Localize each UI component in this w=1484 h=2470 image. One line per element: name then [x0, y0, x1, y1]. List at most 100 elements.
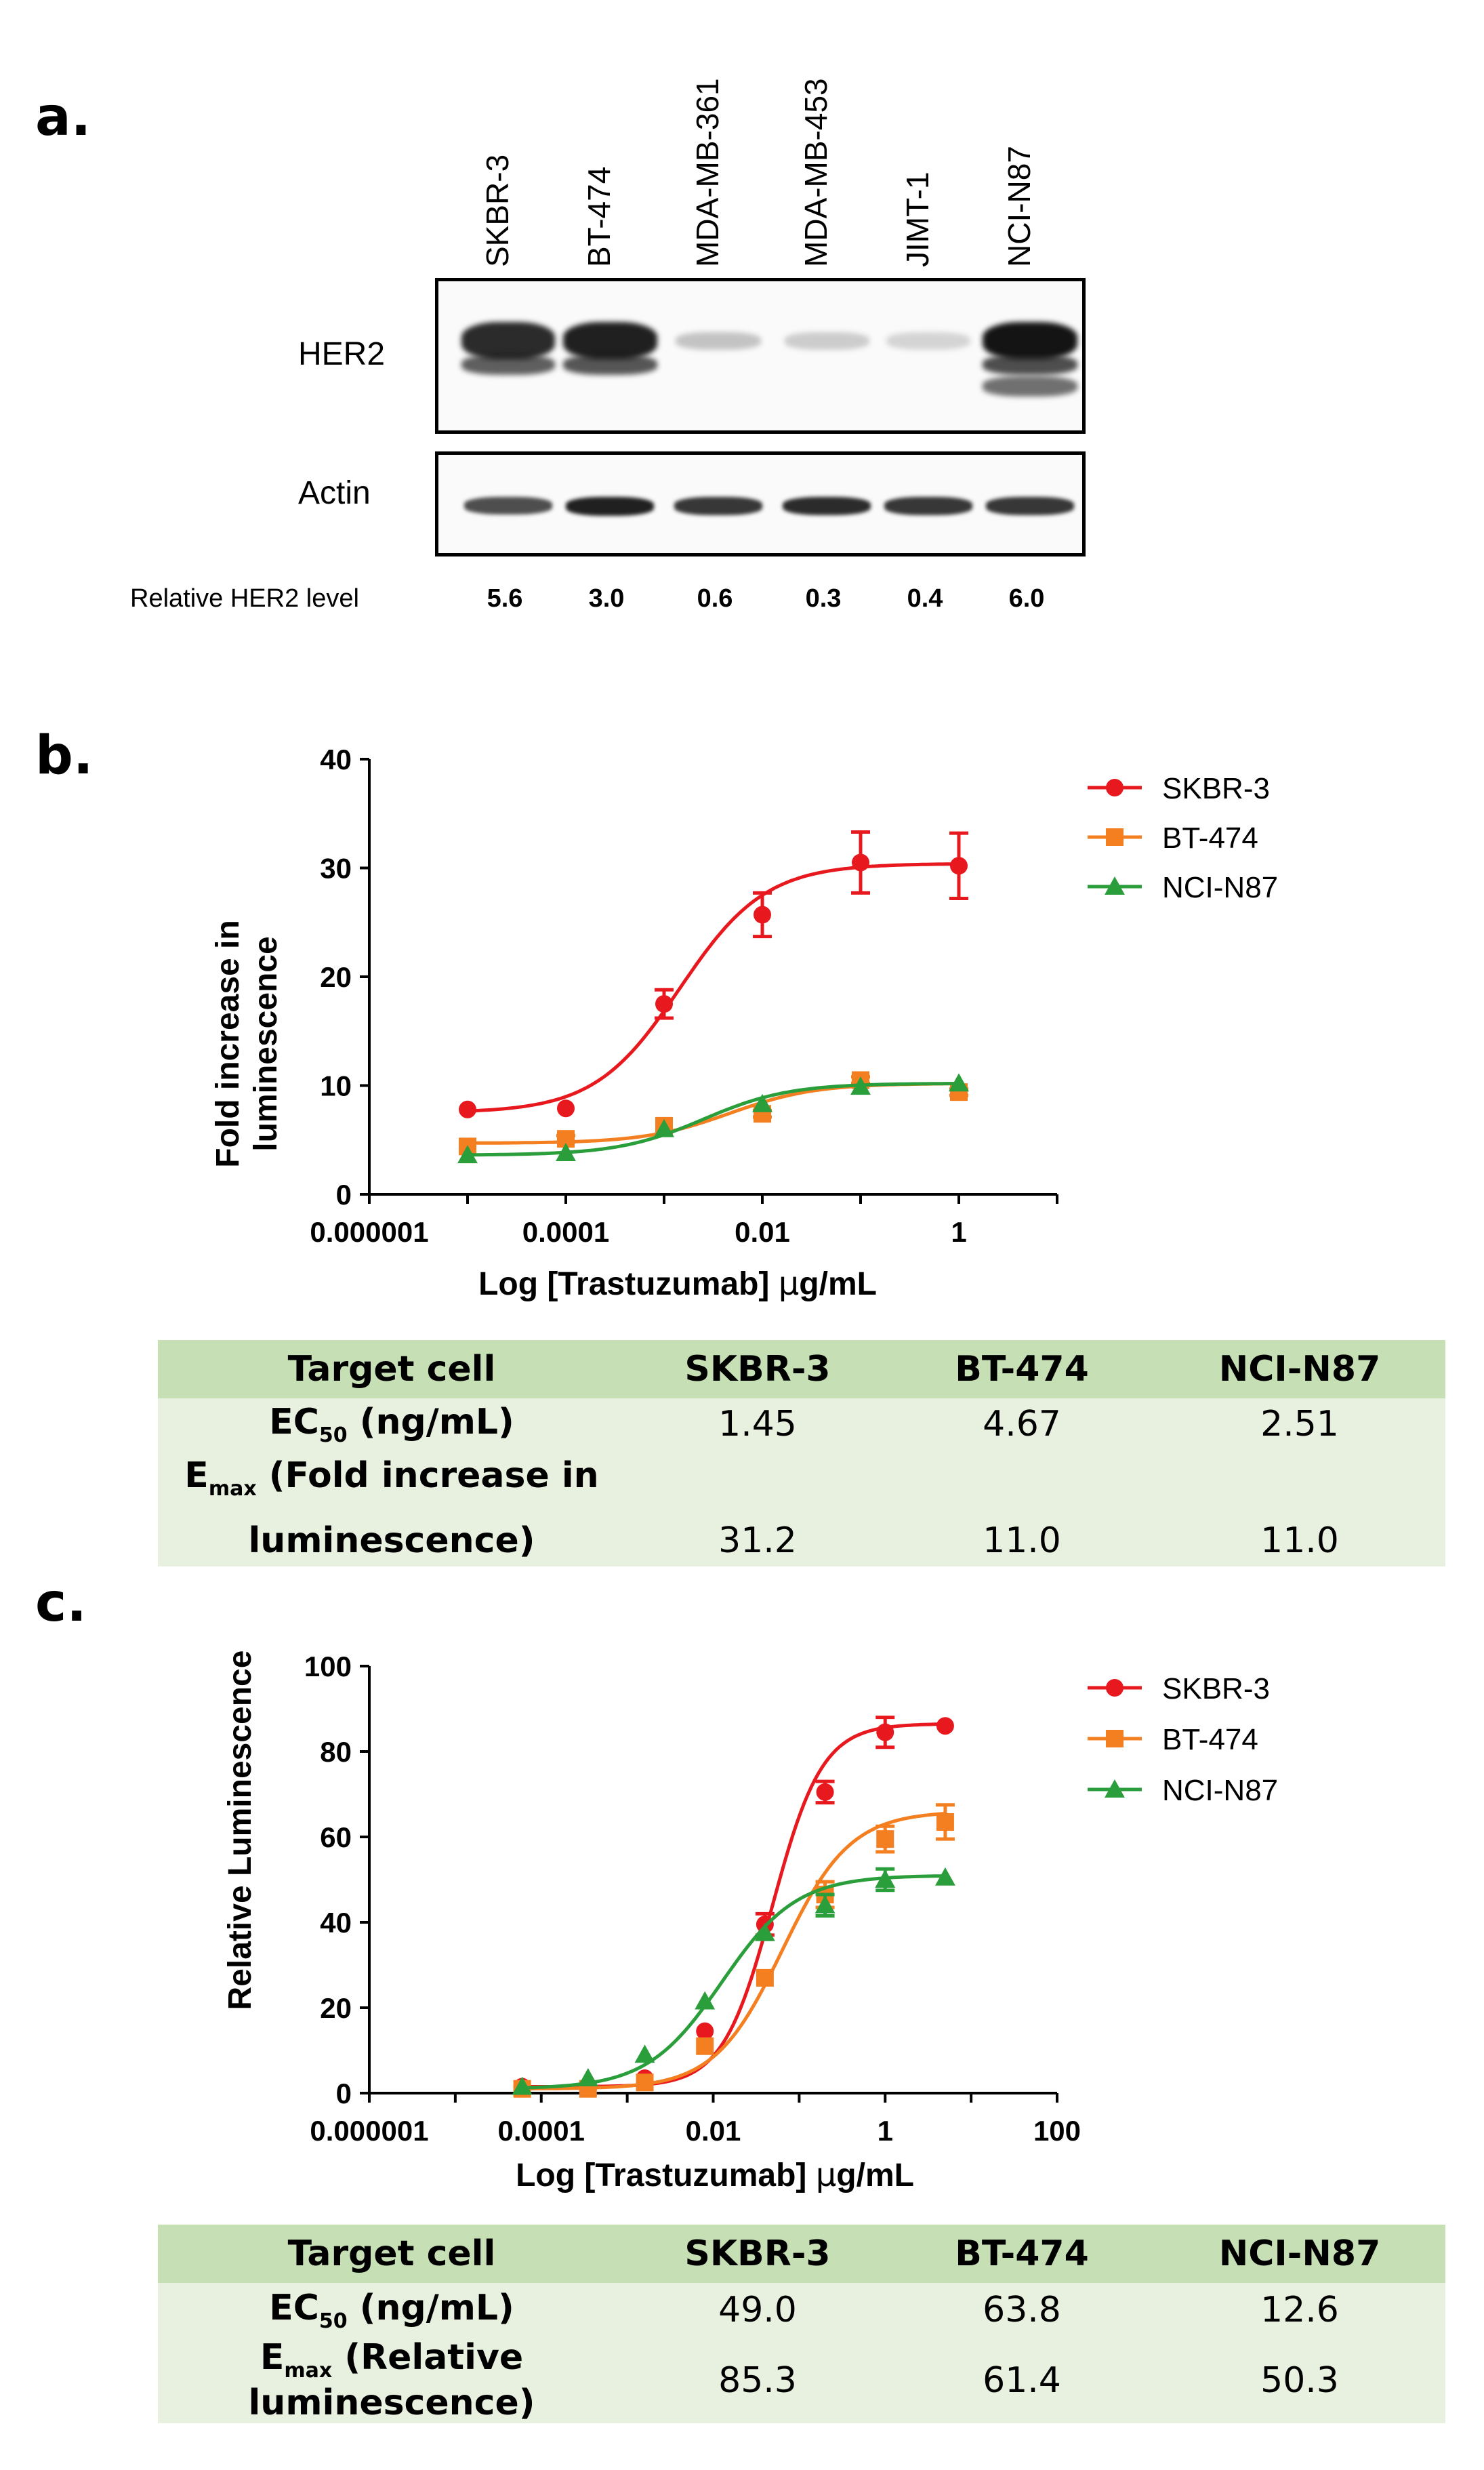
- data-point: [695, 1991, 716, 2010]
- y-tick-label: 10: [320, 1070, 352, 1102]
- ec50-skbr3: 49.0: [625, 2283, 890, 2337]
- table-header-row: Target cell SKBR-3 BT-474 NCI-N87: [158, 2225, 1445, 2283]
- emax-bt474: 61.4: [890, 2337, 1154, 2423]
- fit-curve: [468, 1082, 959, 1157]
- data-point: [654, 1118, 674, 1137]
- data-point: [816, 1783, 834, 1801]
- y-tick-label: 40: [320, 744, 352, 775]
- table-row-ec50: EC50 (ng/mL) 49.0 63.8 12.6: [158, 2283, 1445, 2337]
- legend-label: NCI-N87: [1162, 1774, 1278, 1807]
- chart-b-xlabel: Log [Trastuzumab] μg/mL: [478, 1265, 877, 1303]
- data-point: [752, 1093, 772, 1112]
- data-point: [556, 1143, 576, 1161]
- her2-band: [562, 322, 657, 359]
- data-point: [876, 1830, 894, 1848]
- header-target-cell: Target cell: [158, 2225, 625, 2283]
- ec50-bt474: 4.67: [890, 1398, 1154, 1450]
- y-tick-label: 60: [320, 1821, 352, 1853]
- lane-label: BT-474: [581, 166, 617, 267]
- her2-band: [461, 355, 555, 375]
- row-label-emax: Emax (Relative luminescence): [158, 2337, 625, 2423]
- chart-b-ylabel-line2: luminescence: [248, 936, 284, 1151]
- data-point: [756, 1968, 774, 1987]
- ec50-skbr3: 1.45: [625, 1398, 890, 1450]
- results-table-c: Target cell SKBR-3 BT-474 NCI-N87 EC50 (…: [158, 2225, 1445, 2423]
- data-point: [850, 1076, 871, 1095]
- data-point: [754, 906, 771, 924]
- y-tick-label: 0: [336, 2078, 352, 2109]
- data-point: [950, 857, 968, 875]
- ec50-ncin87: 12.6: [1154, 2283, 1445, 2337]
- lane-label: SKBR-3: [480, 154, 515, 267]
- her2-band: [562, 355, 657, 375]
- emax-bt474: 11.0: [890, 1450, 1154, 1566]
- x-tick-label: 0.0001: [498, 2115, 585, 2147]
- data-point: [696, 2022, 714, 2040]
- table-row-emax: Emax (Fold increase in luminescence) 31.2…: [158, 1450, 1445, 1566]
- x-tick-label: 0.000001: [310, 2115, 428, 2147]
- header-bt474: BT-474: [890, 1340, 1154, 1398]
- row-label-ec50: EC50 (ng/mL): [158, 1398, 625, 1450]
- data-point: [696, 2037, 714, 2055]
- legend-label: BT-474: [1162, 1723, 1258, 1756]
- legend-marker: [1105, 1779, 1125, 1798]
- her2-band: [784, 332, 869, 350]
- data-point: [459, 1100, 476, 1118]
- data-point: [636, 2073, 654, 2092]
- table-header-row: Target cell SKBR-3 BT-474 NCI-N87: [158, 1340, 1445, 1398]
- actin-band: [464, 497, 552, 514]
- relative-her2-value: 3.0: [588, 584, 625, 613]
- y-tick-label: 0: [336, 1179, 352, 1211]
- header-ncin87: NCI-N87: [1154, 2225, 1445, 2283]
- data-point: [934, 1867, 955, 1886]
- y-tick-label: 20: [320, 1992, 352, 2024]
- header-bt474: BT-474: [890, 2225, 1154, 2283]
- y-tick-label: 40: [320, 1907, 352, 1939]
- lane-label: MDA-MB-453: [798, 78, 833, 267]
- data-point: [949, 1073, 969, 1092]
- ec50-ncin87: 2.51: [1154, 1398, 1445, 1450]
- actin-band: [986, 497, 1074, 515]
- actin-blot: [435, 451, 1086, 556]
- legend-label: NCI-N87: [1162, 871, 1278, 904]
- lane-label: MDA-MB-361: [690, 78, 725, 267]
- legend-marker: [1106, 828, 1124, 846]
- x-tick-label: 0.01: [735, 1216, 790, 1248]
- y-tick-label: 30: [320, 853, 352, 885]
- actin-band: [674, 497, 762, 515]
- x-tick-label: 0.000001: [310, 1216, 428, 1248]
- legend-marker: [1106, 1679, 1124, 1697]
- data-point: [634, 2044, 655, 2063]
- chart-c: Relative Luminescence Log [Trastuzumab] …: [222, 1651, 1278, 2194]
- panel-label-a: a.: [35, 87, 91, 148]
- data-point: [577, 2068, 598, 2086]
- relative-her2-label: Relative HER2 level: [130, 584, 359, 613]
- chart-b-ylabel-line1: Fold increase in: [210, 920, 246, 1167]
- data-point: [457, 1145, 478, 1164]
- her2-band: [461, 322, 555, 359]
- table-row-emax: Emax (Relative luminescence) 85.3 61.4 5…: [158, 2337, 1445, 2423]
- lane-label: NCI-N87: [1002, 146, 1037, 267]
- relative-her2-value: 0.6: [697, 584, 733, 613]
- data-point: [655, 995, 673, 1013]
- data-point: [876, 1723, 894, 1741]
- data-point: [512, 2076, 533, 2095]
- legend-label: SKBR-3: [1162, 1672, 1270, 1705]
- chart-b: Fold increase in luminescence Log [Trast…: [210, 744, 1278, 1303]
- header-skbr3: SKBR-3: [625, 2225, 890, 2283]
- data-point: [852, 853, 869, 872]
- y-tick-label: 80: [320, 1736, 352, 1768]
- emax-skbr3: 31.2: [625, 1450, 890, 1566]
- actin-band: [884, 497, 972, 515]
- data-point: [936, 1717, 954, 1735]
- y-tick-label: 20: [320, 961, 352, 993]
- her2-band: [983, 322, 1077, 359]
- blot-label-her2: HER2: [298, 336, 386, 372]
- row-label-emax: Emax (Fold increase in luminescence): [158, 1450, 625, 1566]
- relative-her2-value: 5.6: [487, 584, 523, 613]
- header-target-cell: Target cell: [158, 1340, 625, 1398]
- data-point: [875, 1869, 896, 1888]
- chart-c-ylabel: Relative Luminescence: [222, 1651, 258, 2010]
- results-table-b: Target cell SKBR-3 BT-474 NCI-N87 EC50 (…: [158, 1340, 1445, 1566]
- lane-label: JIMT-1: [900, 171, 935, 267]
